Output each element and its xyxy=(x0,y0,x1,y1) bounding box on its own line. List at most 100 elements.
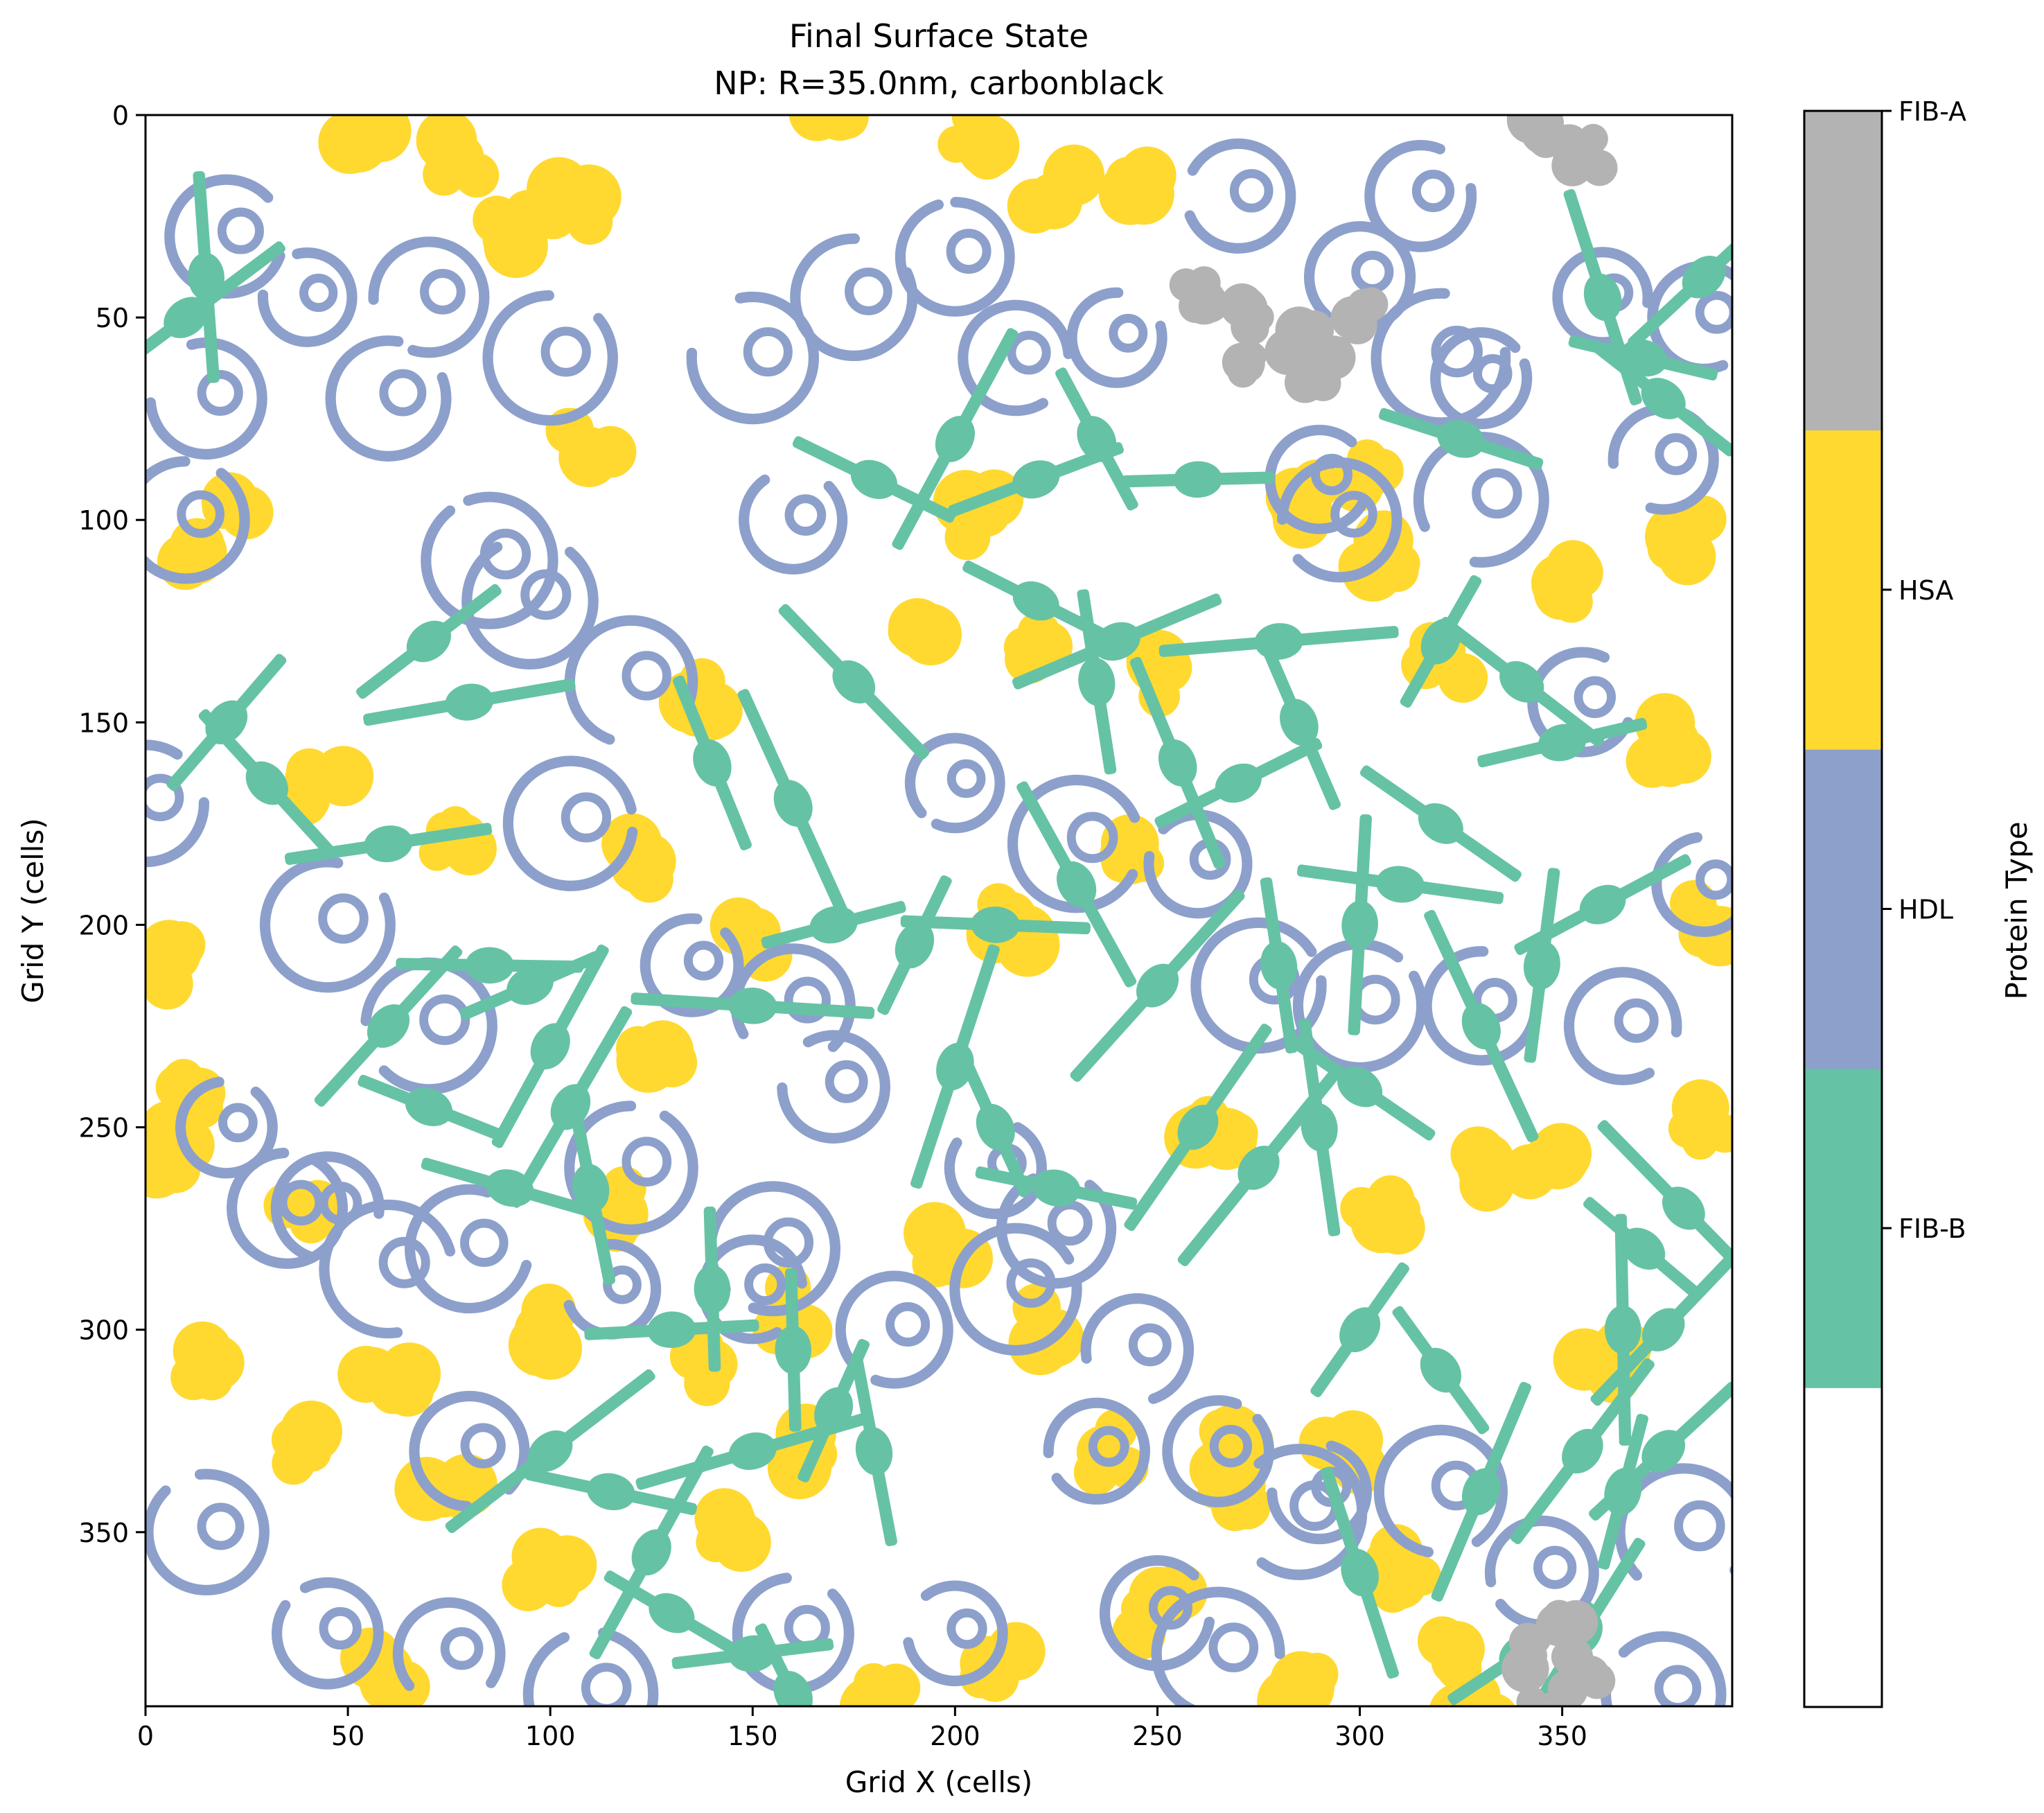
fib-a-patch xyxy=(1285,335,1356,403)
x-axis-label: Grid X (cells) xyxy=(845,1765,1033,1799)
x-tick-label: 0 xyxy=(137,1721,154,1751)
hdl-patch xyxy=(904,733,1005,834)
x-tick-label: 150 xyxy=(728,1721,778,1751)
hdl-patch-core xyxy=(146,773,184,821)
hdl-patch-core xyxy=(177,490,224,538)
fib-b-patch xyxy=(1591,340,1732,457)
hdl-patch xyxy=(1552,247,1653,348)
hdl-patch-core xyxy=(460,1218,509,1268)
hdl-patch xyxy=(227,1148,348,1269)
hdl-patch xyxy=(502,755,638,891)
hdl-patch-core xyxy=(420,269,466,315)
fib-b-patch xyxy=(1260,877,1298,1054)
hsa-patch xyxy=(1340,1175,1425,1255)
hdl-patch xyxy=(563,1238,662,1340)
fib-b-patch xyxy=(363,678,576,726)
colorbar-label: Protein Type xyxy=(2000,821,2034,999)
hdl-patch xyxy=(1601,1631,1727,1706)
hsa-patch xyxy=(473,190,552,279)
y-tick-label: 150 xyxy=(78,708,129,738)
fib-b-patch xyxy=(1310,1262,1409,1397)
hsa-patch xyxy=(788,115,869,141)
hdl-patch xyxy=(1099,1555,1215,1672)
hdl-patch-core xyxy=(825,1060,868,1103)
hdl-patch-core xyxy=(622,651,671,701)
hdl-patch xyxy=(272,1577,384,1690)
fib-b-patch xyxy=(1124,1024,1272,1232)
y-tick-label: 300 xyxy=(78,1315,129,1346)
hdl-patch-core xyxy=(319,1606,362,1650)
fib-b-patch xyxy=(892,328,1019,550)
hdl-patch-core xyxy=(1431,325,1483,378)
hdl-patch-core xyxy=(299,273,338,313)
fib-b-patch xyxy=(900,907,1091,943)
fib-b-patch xyxy=(589,1445,714,1660)
hdl-patch xyxy=(640,913,744,1017)
hdl-patch-core xyxy=(946,759,986,798)
hdl-patch xyxy=(146,456,250,584)
hdl-patch xyxy=(1614,1463,1732,1581)
hdl-patch-core xyxy=(784,976,831,1024)
fib-b-patch xyxy=(1070,889,1245,1082)
hsa-patch xyxy=(839,1663,921,1706)
hdl-patch-core xyxy=(784,494,827,536)
hsa-patch xyxy=(1531,540,1603,623)
fib-b-patch xyxy=(445,1369,655,1534)
hdl-patch-core xyxy=(197,369,243,416)
fib-b-patch xyxy=(631,987,875,1024)
hdl-patch xyxy=(903,1580,1008,1687)
hdl-patch xyxy=(146,739,210,868)
hsa-patch xyxy=(146,920,206,1010)
x-tick-label: 50 xyxy=(331,1721,364,1751)
fib-b-patch xyxy=(877,875,952,1015)
hdl-patch xyxy=(392,1597,506,1691)
fib-b-patch xyxy=(1431,1381,1532,1602)
fib-b-patch xyxy=(1510,1358,1655,1545)
y-tick-label: 250 xyxy=(78,1113,129,1144)
hdl-patch-core xyxy=(1229,168,1274,213)
hdl-patch-core xyxy=(460,1423,506,1469)
y-tick-label: 50 xyxy=(96,303,129,333)
x-tick-label: 250 xyxy=(1132,1721,1183,1751)
fib-b-patch xyxy=(1514,854,1691,955)
hdl-patch-core xyxy=(845,268,892,315)
fib-b-patch xyxy=(775,1268,812,1432)
fib-b-patch xyxy=(198,709,335,857)
fib-b-patch xyxy=(284,823,493,866)
x-tick-label: 100 xyxy=(525,1721,576,1751)
hsa-patch xyxy=(1645,496,1727,586)
fib-b-patch xyxy=(910,944,1000,1189)
hsa-patch xyxy=(694,1488,771,1572)
hdl-patch-core xyxy=(217,207,264,254)
hdl-patch-core xyxy=(379,369,427,417)
fib-b-patch xyxy=(1628,205,1732,349)
fib-a-patch xyxy=(1169,266,1228,325)
fib-a-patch xyxy=(1516,1686,1573,1706)
fib-b-patch xyxy=(975,1166,1138,1210)
fib-b-patch xyxy=(960,1057,1031,1198)
fib-b-patch xyxy=(1604,1214,1641,1446)
fib-b-patch xyxy=(491,944,609,1148)
fib-b-patch xyxy=(1284,1033,1436,1141)
hdl-patch xyxy=(1413,432,1549,568)
fib-b-patch xyxy=(1589,1381,1732,1521)
hsa-patch xyxy=(1098,146,1177,225)
x-tick-label: 300 xyxy=(1334,1721,1385,1751)
hsa-patch xyxy=(318,115,412,174)
fib-b-patch xyxy=(1257,634,1341,810)
hdl-patch-core xyxy=(683,940,724,981)
hdl-patch-core xyxy=(1209,1424,1253,1468)
chart-title-line2: NP: R=35.0nm, carbonblack xyxy=(714,64,1164,102)
hdl-patch-core xyxy=(1066,812,1118,864)
hdl-patch xyxy=(1080,1293,1195,1404)
hsa-patch xyxy=(170,1321,245,1401)
fib-b-patch xyxy=(1154,737,1323,829)
plot-frame xyxy=(144,114,1734,1708)
hsa-patch xyxy=(416,115,500,198)
hdl-patch-core xyxy=(197,1503,245,1550)
fib-a-patch xyxy=(1222,342,1267,388)
hdl-patch-core xyxy=(1614,998,1659,1043)
hdl-patch-core xyxy=(1128,1323,1172,1367)
hdl-patch-core xyxy=(378,1236,430,1288)
fib-b-patch xyxy=(356,584,502,699)
